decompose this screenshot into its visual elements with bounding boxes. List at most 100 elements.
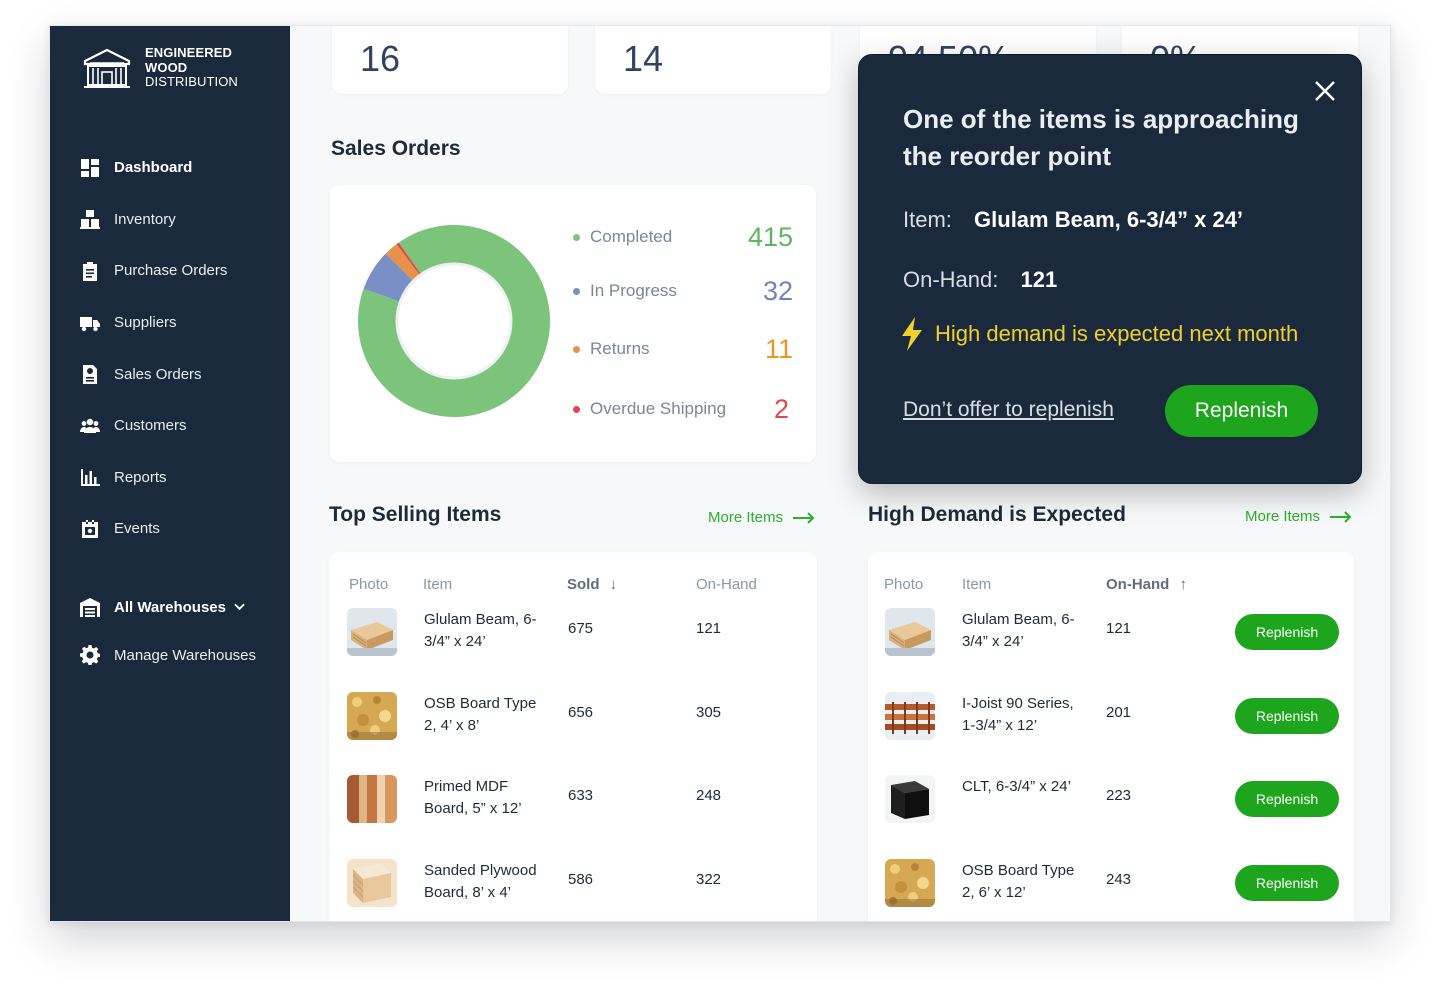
sidebar-item-customers[interactable]: Customers xyxy=(80,400,227,452)
sidebar-item-purchase-orders[interactable]: Purchase Orders xyxy=(80,245,227,297)
table-row[interactable]: Glulam Beam, 6-3/4” x 24’ 121 Replenish xyxy=(868,602,1354,662)
item-onhand: 248 xyxy=(696,787,722,804)
sidebar-item-dashboard[interactable]: Dashboard xyxy=(80,142,227,194)
warehouse-selector[interactable]: All Warehouses xyxy=(80,583,256,631)
sidebar-nav: Dashboard Inventory Purchase Orders Supp… xyxy=(80,142,227,555)
sidebar-item-label: Suppliers xyxy=(114,314,177,332)
brand-logo[interactable]: ENGINEERED WOOD DISTRIBUTION xyxy=(82,45,238,90)
brand-line-2: WOOD xyxy=(145,59,188,75)
arrow-right-icon xyxy=(1330,510,1352,523)
legend-label: Completed xyxy=(590,227,673,246)
bar-chart-icon xyxy=(81,469,100,487)
col-photo: Photo xyxy=(884,576,924,593)
product-thumbnail xyxy=(885,775,935,823)
sidebar-item-label: Sales Orders xyxy=(114,365,202,383)
stat-card-2: 14 xyxy=(595,26,831,94)
close-icon[interactable] xyxy=(1313,79,1337,103)
warehouse-logo-icon xyxy=(83,48,131,88)
donut-slice-completed[interactable] xyxy=(358,225,550,417)
item-sold: 586 xyxy=(568,871,594,888)
sidebar-item-inventory[interactable]: Inventory xyxy=(80,194,227,246)
col-onhand-sort[interactable]: On-Hand ↑ xyxy=(1106,576,1187,593)
replenish-button[interactable]: Replenish xyxy=(1235,865,1339,901)
product-thumbnail xyxy=(885,608,935,656)
item-onhand: 201 xyxy=(1106,704,1132,721)
item-sold: 656 xyxy=(568,704,594,721)
item-name: OSB Board Type 2, 4’ x 8’ xyxy=(424,695,537,734)
legend-value: 415 xyxy=(747,221,793,252)
table-row[interactable]: OSB Board Type 2, 6’ x 12’ 243 Replenish xyxy=(868,853,1354,913)
legend-returns: Returns 11 xyxy=(573,334,793,364)
sort-down-icon: ↓ xyxy=(609,576,618,593)
users-icon xyxy=(80,418,100,433)
table-row[interactable]: I-Joist 90 Series, 1-3/4” x 12’ 201 Repl… xyxy=(868,686,1354,746)
sidebar-item-reports[interactable]: Reports xyxy=(80,452,227,504)
legend-dot xyxy=(573,345,580,353)
inventory-icon xyxy=(80,210,100,230)
col-onhand-label: On-Hand xyxy=(1106,576,1170,593)
col-sold-label: Sold xyxy=(567,576,600,593)
col-item: Item xyxy=(962,576,992,593)
legend-dot xyxy=(573,405,580,413)
calendar-icon xyxy=(82,519,98,538)
manage-warehouses-link[interactable]: Manage Warehouses xyxy=(80,631,256,679)
more-items-label: More Items xyxy=(1245,508,1321,525)
dont-offer-replenish-link[interactable]: Don’t offer to replenish xyxy=(903,398,1114,421)
item-onhand: 121 xyxy=(696,620,722,637)
high-demand-more-link[interactable]: More Items xyxy=(1245,508,1352,525)
popover-item-line: Item: Glulam Beam, 6-3/4” x 24’ xyxy=(903,207,1243,233)
table-row[interactable]: OSB Board Type 2, 4’ x 8’ 656 305 xyxy=(329,686,817,746)
col-onhand: On-Hand xyxy=(696,576,757,593)
item-name: I-Joist 90 Series, 1-3/4” x 12’ xyxy=(962,695,1074,734)
warehouse-icon xyxy=(80,598,100,617)
high-demand-table: Photo Item On-Hand ↑ Glulam Beam, 6-3/4”… xyxy=(868,552,1354,921)
product-thumbnail xyxy=(347,692,397,740)
brand-line-1: ENGINEERED xyxy=(145,45,232,60)
col-sold-sort[interactable]: Sold ↓ xyxy=(567,576,617,593)
truck-icon xyxy=(80,316,100,331)
replenish-button[interactable]: Replenish xyxy=(1235,614,1339,650)
sidebar-item-label: Purchase Orders xyxy=(114,262,228,280)
sidebar-item-sales-orders[interactable]: Sales Orders xyxy=(80,348,227,400)
top-selling-more-link[interactable]: More Items xyxy=(708,509,815,526)
legend-label: In Progress xyxy=(590,281,677,300)
table-row[interactable]: CLT, 6-3/4” x 24’ 223 Replenish xyxy=(868,769,1354,829)
replenish-button[interactable]: Replenish xyxy=(1235,781,1339,817)
replenish-primary-button[interactable]: Replenish xyxy=(1165,385,1318,437)
donut-slice-overdue-shipping[interactable] xyxy=(396,242,421,275)
high-demand-title: High Demand is Expected xyxy=(868,503,1126,526)
app-window: ENGINEERED WOOD DISTRIBUTION Dashboard I… xyxy=(49,25,1391,922)
product-thumbnail xyxy=(885,859,935,907)
legend-value: 2 xyxy=(773,393,789,424)
item-sold: 675 xyxy=(568,620,594,637)
sales-doc-icon xyxy=(83,365,97,385)
sidebar-item-label: Dashboard xyxy=(114,159,193,177)
sidebar-item-label: Reports xyxy=(114,468,167,486)
popover-item-label: Item: xyxy=(903,207,952,232)
arrow-right-icon xyxy=(793,511,815,524)
item-name: Primed MDF Board, 5” x 12’ xyxy=(424,778,522,817)
item-onhand: 305 xyxy=(696,704,722,721)
legend-dot xyxy=(573,287,580,295)
donut-slice-in-progress[interactable] xyxy=(363,253,413,302)
stat-card-1: 16 xyxy=(332,26,568,94)
donut-slice-returns[interactable] xyxy=(385,244,420,281)
warehouse-nav: All Warehouses Manage Warehouses xyxy=(80,583,256,679)
stat-value-1: 16 xyxy=(360,38,401,79)
sidebar-item-events[interactable]: Events xyxy=(80,503,227,555)
item-onhand: 322 xyxy=(696,871,722,888)
table-row[interactable]: Primed MDF Board, 5” x 12’ 633 248 xyxy=(329,769,817,829)
popover-onhand-label: On-Hand: xyxy=(903,267,999,292)
table-row[interactable]: Glulam Beam, 6-3/4” x 24’ 675 121 xyxy=(329,602,817,662)
sidebar-item-suppliers[interactable]: Suppliers xyxy=(80,297,227,349)
top-selling-title: Top Selling Items xyxy=(329,503,502,526)
legend-dot xyxy=(573,233,580,241)
item-name: OSB Board Type 2, 6’ x 12’ xyxy=(962,862,1075,901)
donut-hole xyxy=(395,262,513,380)
replenish-button[interactable]: Replenish xyxy=(1235,698,1339,734)
table-row[interactable]: Sanded Plywood Board, 8’ x 4’ 586 322 xyxy=(329,853,817,913)
reorder-alert-popover: One of the items is approaching the reor… xyxy=(858,54,1362,484)
dashboard-icon xyxy=(81,158,99,177)
item-onhand: 223 xyxy=(1106,787,1132,804)
product-thumbnail xyxy=(347,859,397,907)
